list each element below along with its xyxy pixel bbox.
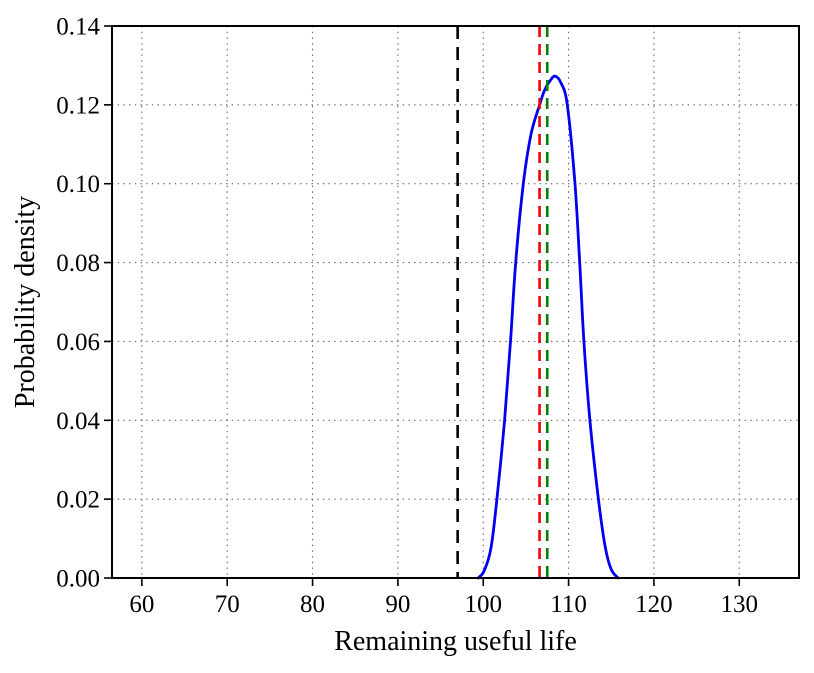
x-tick-label-90: 90 [385,591,410,618]
x-tick-label-80: 80 [300,591,325,618]
x-axis-label: Remaining useful life [334,626,577,657]
y-tick-label-0.10: 0.10 [56,171,100,198]
x-tick-label-60: 60 [129,591,154,618]
x-tick-label-110: 110 [550,591,587,618]
y-tick-label-0.04: 0.04 [56,408,100,435]
ticks [104,25,741,586]
x-tick-label-70: 70 [215,591,240,618]
x-tick-label-100: 100 [464,591,502,618]
x-tick-label-120: 120 [635,591,673,618]
plot-border [111,25,800,579]
y-tick-label-0.14: 0.14 [56,14,100,41]
rul-probability-density-curve [476,74,620,580]
y-tick-label-0.06: 0.06 [56,329,100,356]
grid [112,25,799,579]
y-axis-label: Probability density [10,196,41,408]
y-tick-label-0.00: 0.00 [56,566,100,593]
y-tick-label-0.08: 0.08 [56,250,100,277]
y-tick-label-0.12: 0.12 [56,92,100,119]
y-tick-label-0.02: 0.02 [56,487,100,514]
x-tick-label-130: 130 [721,591,759,618]
